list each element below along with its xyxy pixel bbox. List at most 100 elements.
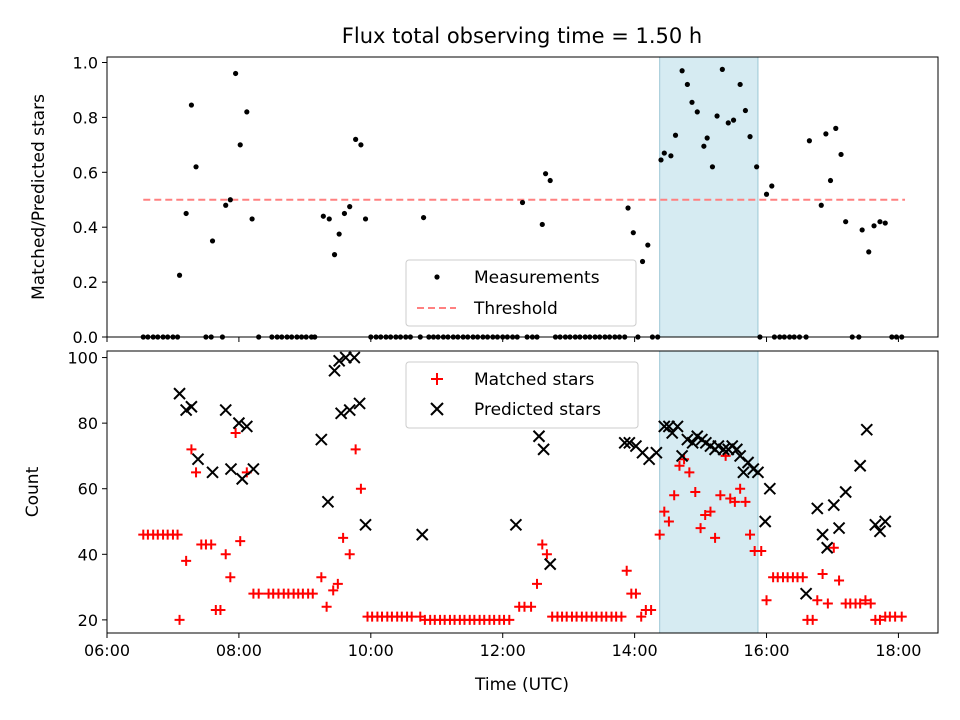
predicted-stars-point	[832, 521, 846, 535]
measurements-point	[223, 202, 229, 208]
matched-stars-point	[740, 496, 751, 507]
count-panel: 20 40 60 80 100 06:00 08:00 10:00 12:00 14:00 16:0…	[23, 349, 939, 695]
matched-stars-point	[621, 565, 632, 576]
matched-stars-point	[834, 575, 845, 586]
matched-stars-point	[230, 427, 241, 438]
legend-threshold-label: Threshold	[473, 299, 558, 319]
predicted-stars-point	[509, 518, 523, 531]
measurements-point	[341, 210, 348, 217]
measurements-point	[193, 164, 199, 170]
matched-stars-point	[812, 595, 823, 606]
top-y-tick-label: 1.0	[73, 53, 98, 72]
x-axis-label: Time (UTC)	[474, 675, 569, 695]
top-y-tick-label: 0.8	[73, 108, 98, 127]
measurements-point	[827, 177, 834, 184]
legend-matched-label: Matched stars	[474, 370, 594, 390]
matched-stars-point	[406, 611, 417, 622]
predicted-stars-point	[686, 436, 699, 450]
measurements-point	[833, 125, 839, 131]
measurements-point	[661, 150, 667, 156]
matched-stars-point	[338, 532, 349, 543]
predicted-stars-point	[820, 541, 834, 554]
measurements-point	[701, 143, 707, 149]
matched-stars-point	[616, 611, 627, 622]
predicted-stars-point	[543, 557, 557, 571]
measurements-point	[679, 68, 685, 74]
predicted-stars-point	[532, 430, 546, 443]
predicted-stars-point	[353, 397, 366, 410]
predicted-stars-point	[737, 466, 750, 479]
predicted-stars-point	[416, 528, 429, 541]
measurements-point	[704, 135, 710, 141]
measurements-point	[709, 164, 716, 170]
matched-stars-point	[700, 509, 711, 520]
predicted-stars-point	[758, 515, 772, 528]
ratio-panel-frame	[106, 56, 939, 338]
measurements-point	[542, 171, 549, 177]
predicted-stars-point	[799, 587, 813, 600]
measurements-point	[625, 205, 631, 211]
matched-stars-point	[735, 483, 746, 494]
matched-stars-point	[669, 490, 680, 501]
bot-y-tick-label: 100	[67, 349, 98, 368]
measurements-point	[331, 252, 338, 258]
predicted-stars-point	[811, 502, 824, 515]
count-panel-frame	[106, 350, 939, 634]
predicted-stars-point	[240, 420, 254, 433]
top-highlight-span	[659, 56, 759, 338]
measurements-point	[336, 231, 342, 237]
bot-y-tick-label: 40	[78, 545, 98, 564]
measurements-point	[176, 272, 183, 278]
matched-stars-point	[654, 529, 665, 540]
measurements-point	[658, 157, 664, 163]
top-y-tick-label: 0.4	[73, 218, 98, 237]
matched-stars-point	[797, 572, 808, 583]
ratio-legend: Measurements Threshold	[405, 259, 637, 327]
predicted-stars-point	[185, 400, 198, 413]
matched-stars-point	[191, 467, 202, 478]
matched-stars-point	[321, 601, 332, 612]
predicted-stars-point	[873, 525, 887, 538]
matched-stars-point	[705, 506, 716, 517]
matched-stars-point	[328, 585, 339, 596]
matched-stars-point	[206, 539, 217, 550]
bot-y-tick-label: 20	[78, 611, 98, 630]
matched-stars-point	[541, 549, 552, 560]
predicted-stars-point	[717, 443, 730, 456]
matched-stars-point	[355, 483, 366, 494]
predicted-stars-point	[763, 482, 777, 495]
predicted-stars-point	[219, 403, 232, 417]
matched-stars-point	[253, 588, 264, 599]
predicted-stars-point	[650, 446, 663, 459]
predicted-stars-point	[537, 443, 550, 456]
measurements-point	[233, 70, 239, 77]
measurements-point	[362, 216, 369, 222]
measurements-point	[719, 66, 725, 72]
count-legend: Matched stars Predicted stars	[405, 361, 639, 429]
measurements-point	[882, 220, 888, 226]
measurements-point	[353, 136, 359, 142]
matched-stars-point	[332, 578, 343, 589]
predicted-stars-point	[191, 453, 205, 466]
predicted-stars-point	[359, 518, 372, 531]
measurements-point	[818, 202, 824, 208]
predicted-stars-point	[618, 436, 631, 450]
matched-stars-point	[350, 444, 361, 455]
matched-stars-point	[690, 487, 701, 497]
matched-stars-point	[761, 595, 772, 606]
measurements-point	[519, 199, 526, 206]
matched-stars-point	[235, 536, 246, 547]
matched-stars-point	[316, 572, 327, 583]
measurements-point	[877, 219, 883, 225]
legend-measurements-label: Measurements	[474, 268, 600, 288]
matched-stars-point	[710, 532, 721, 543]
matched-stars-point	[532, 578, 543, 589]
predicted-stars-point	[232, 416, 246, 430]
measurements-point	[754, 164, 760, 170]
predicted-stars-point	[869, 518, 882, 531]
matched-stars-point	[828, 542, 839, 553]
matched-stars-point	[307, 588, 318, 599]
matched-stars-point	[663, 516, 674, 527]
matched-stars-point	[715, 490, 726, 501]
